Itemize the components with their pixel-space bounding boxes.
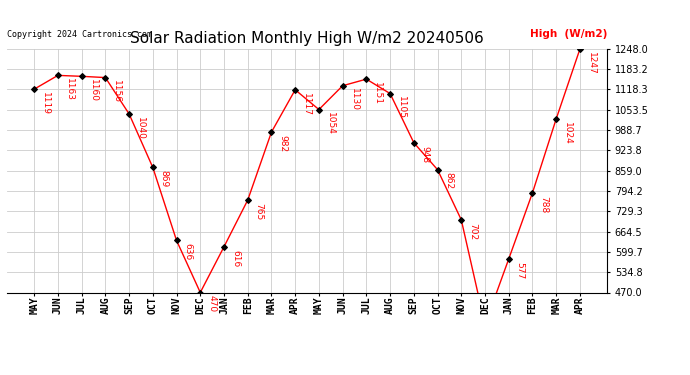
Point <box>266 129 277 135</box>
Text: 765: 765 <box>255 203 264 220</box>
Point <box>29 86 40 92</box>
Text: 788: 788 <box>540 196 549 213</box>
Point <box>219 244 230 250</box>
Text: 577: 577 <box>515 262 524 279</box>
Text: 636: 636 <box>184 243 193 261</box>
Text: High  (W/m2): High (W/m2) <box>530 29 607 39</box>
Point <box>337 83 348 89</box>
Text: 1156: 1156 <box>112 80 121 104</box>
Text: 1151: 1151 <box>373 82 382 105</box>
Point <box>456 217 467 223</box>
Point <box>124 111 135 117</box>
Text: 1119: 1119 <box>41 92 50 115</box>
Text: 1163: 1163 <box>65 78 74 101</box>
Text: 368: 368 <box>0 374 1 375</box>
Text: Copyright 2024 Cartronics.com: Copyright 2024 Cartronics.com <box>7 30 152 39</box>
Text: 1024: 1024 <box>563 122 572 144</box>
Point <box>242 197 253 203</box>
Text: 1130: 1130 <box>350 88 359 111</box>
Point <box>480 321 491 327</box>
Point <box>290 87 301 93</box>
Point <box>408 140 420 146</box>
Point <box>171 237 182 243</box>
Text: 948: 948 <box>421 146 430 163</box>
Text: 702: 702 <box>469 223 477 240</box>
Point <box>527 190 538 196</box>
Text: 982: 982 <box>278 135 288 152</box>
Point <box>100 75 111 81</box>
Title: Solar Radiation Monthly High W/m2 20240506: Solar Radiation Monthly High W/m2 202405… <box>130 31 484 46</box>
Point <box>52 72 63 78</box>
Text: 862: 862 <box>444 172 453 190</box>
Text: 869: 869 <box>160 170 169 188</box>
Text: 616: 616 <box>231 249 240 267</box>
Point <box>195 290 206 296</box>
Text: 1160: 1160 <box>88 79 97 102</box>
Text: 1040: 1040 <box>136 117 145 140</box>
Text: 1105: 1105 <box>397 96 406 119</box>
Text: 470: 470 <box>207 295 216 312</box>
Point <box>384 90 395 96</box>
Text: 1247: 1247 <box>587 52 596 75</box>
Point <box>503 256 514 262</box>
Point <box>432 166 443 172</box>
Text: 1054: 1054 <box>326 112 335 135</box>
Text: 1117: 1117 <box>302 93 311 116</box>
Point <box>147 165 158 171</box>
Point <box>574 46 585 52</box>
Point <box>361 76 372 82</box>
Point <box>551 116 562 122</box>
Point <box>76 74 87 80</box>
Point <box>313 106 324 112</box>
